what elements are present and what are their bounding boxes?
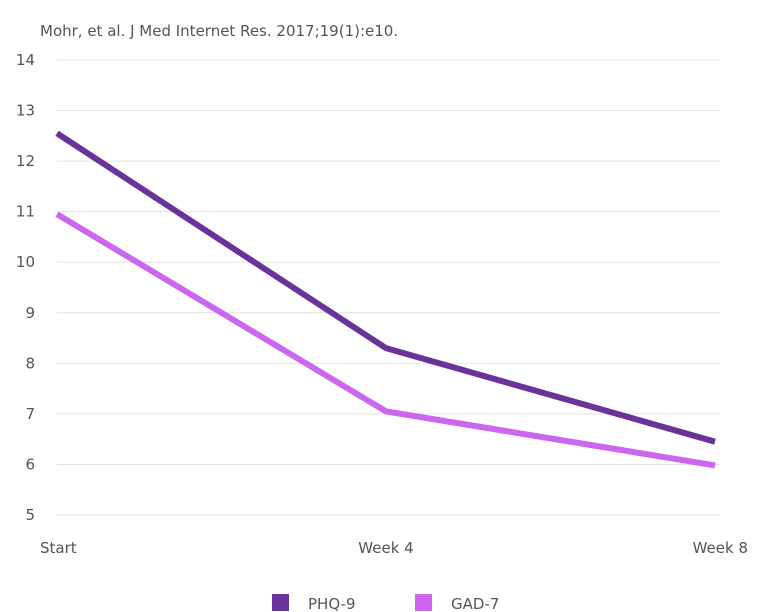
y-tick-label: 6 <box>25 455 35 473</box>
x-tick-label: Start <box>40 539 77 557</box>
y-tick-label: 13 <box>16 102 35 120</box>
y-axis-ticks: 5 6 7 8 9 10 11 12 13 14 <box>16 51 35 524</box>
y-tick-label: 12 <box>16 152 35 170</box>
x-tick-label: Week 4 <box>358 539 413 557</box>
source-note: Mohr, et al. J Med Internet Res. 2017;19… <box>40 22 398 40</box>
y-tick-label: 14 <box>16 51 35 69</box>
y-tick-label: 5 <box>25 506 35 524</box>
y-tick-label: 10 <box>16 253 35 271</box>
legend-label: GAD-7 <box>451 595 499 612</box>
y-tick-label: 7 <box>25 405 35 423</box>
x-tick-label: Week 8 <box>693 539 748 557</box>
y-tick-label: 9 <box>25 304 35 322</box>
gridlines <box>57 59 720 516</box>
series-lines <box>55 130 716 469</box>
y-tick-label: 11 <box>16 203 35 221</box>
legend-label: PHQ-9 <box>308 595 356 612</box>
legend-swatch <box>415 594 432 611</box>
series-line-phq-9 <box>55 130 716 445</box>
legend: PHQ-9 GAD-7 <box>272 594 499 612</box>
y-tick-label: 8 <box>25 354 35 372</box>
legend-swatch <box>272 594 289 611</box>
x-axis-ticks: Start Week 4 Week 8 <box>40 539 748 557</box>
series-line-gad-7 <box>55 211 716 469</box>
